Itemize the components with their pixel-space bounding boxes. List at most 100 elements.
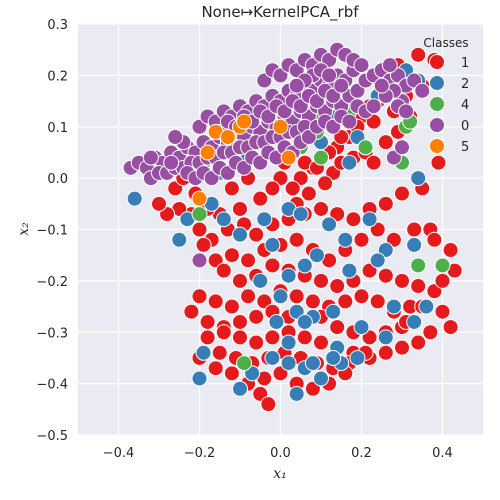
data-point — [223, 298, 240, 315]
data-point — [264, 349, 281, 366]
data-point — [280, 334, 297, 351]
data-point — [325, 349, 342, 366]
data-point — [223, 180, 240, 197]
data-point — [406, 236, 423, 253]
data-point — [442, 319, 459, 336]
data-point — [434, 257, 451, 274]
data-point — [377, 267, 394, 284]
data-point — [300, 185, 317, 202]
data-point — [304, 355, 321, 372]
data-point — [365, 154, 382, 171]
data-point — [381, 57, 398, 74]
data-point — [163, 154, 180, 171]
data-point — [219, 129, 236, 146]
data-point — [341, 113, 358, 130]
data-point — [288, 77, 305, 94]
data-point — [284, 180, 301, 197]
data-point — [394, 272, 410, 289]
data-point — [373, 77, 390, 94]
data-point — [442, 242, 459, 259]
data-point — [317, 175, 334, 192]
data-point — [232, 329, 248, 346]
data-point — [151, 195, 167, 212]
data-point — [434, 272, 451, 289]
data-point — [236, 113, 253, 130]
data-point — [195, 344, 212, 361]
data-point — [422, 324, 439, 341]
data-point — [248, 308, 265, 325]
data-point — [191, 206, 208, 223]
data-point — [236, 355, 253, 372]
data-point — [272, 288, 289, 305]
data-point — [248, 334, 265, 351]
data-point — [325, 303, 342, 320]
data-point — [426, 231, 443, 248]
data-point — [341, 154, 358, 171]
data-point — [377, 329, 394, 346]
data-point — [296, 313, 313, 330]
x-tick-label: −0.2 — [184, 446, 216, 461]
chart-title: None↦KernelPCA_rbf — [201, 3, 359, 22]
data-point — [167, 129, 184, 146]
data-point — [321, 216, 338, 233]
data-point — [410, 257, 427, 274]
data-point — [288, 231, 305, 248]
data-point — [394, 339, 410, 356]
data-point — [410, 170, 427, 187]
legend-title: Classes — [423, 36, 468, 50]
data-point — [191, 190, 208, 207]
data-point — [256, 211, 273, 228]
data-point — [171, 231, 188, 248]
data-point — [321, 67, 338, 84]
data-point — [272, 118, 289, 135]
data-point — [288, 288, 305, 305]
data-point — [313, 200, 329, 217]
data-point — [313, 149, 329, 166]
data-point — [195, 236, 212, 253]
data-point — [223, 365, 240, 382]
data-point — [308, 247, 325, 264]
data-point — [215, 262, 232, 279]
y-tick-label: 0.0 — [47, 172, 68, 187]
y-tick-labels: −0.5 −0.4 −0.3 −0.2 −0.1 0.0 0.1 0.2 0.3 — [36, 18, 68, 444]
series-0 — [122, 41, 431, 269]
data-point — [264, 329, 281, 346]
data-point — [418, 298, 435, 315]
data-point — [207, 293, 224, 310]
data-point — [329, 319, 346, 336]
x-tick-label: −0.4 — [103, 446, 135, 461]
data-point — [353, 288, 370, 305]
data-point — [207, 360, 224, 377]
data-point — [394, 139, 410, 156]
y-tick-label: 0.2 — [47, 69, 68, 84]
data-point — [280, 355, 297, 372]
data-point — [183, 303, 200, 320]
legend-label: 5 — [461, 140, 469, 155]
data-point — [365, 98, 382, 115]
data-point — [211, 344, 228, 361]
legend-marker — [429, 54, 445, 70]
x-tick-labels: −0.4 −0.2 0.0 0.2 0.4 — [103, 446, 453, 461]
data-point — [313, 334, 329, 351]
legend-label: 0 — [461, 119, 469, 134]
data-point — [337, 231, 354, 248]
legend-marker — [429, 96, 445, 112]
data-point — [337, 293, 354, 310]
data-point — [410, 334, 427, 351]
data-point — [191, 288, 208, 305]
data-point — [264, 236, 281, 253]
data-point — [199, 313, 216, 330]
data-point — [345, 211, 362, 228]
data-point — [406, 221, 423, 238]
data-point — [232, 380, 248, 397]
data-point — [296, 329, 313, 346]
data-point — [296, 257, 313, 274]
data-point — [361, 211, 378, 228]
y-tick-label: 0.1 — [47, 121, 68, 136]
series-5 — [191, 113, 297, 207]
legend-label: 4 — [461, 98, 469, 113]
data-point — [191, 221, 208, 238]
x-tick-label: 0.2 — [351, 446, 372, 461]
data-point — [240, 288, 257, 305]
